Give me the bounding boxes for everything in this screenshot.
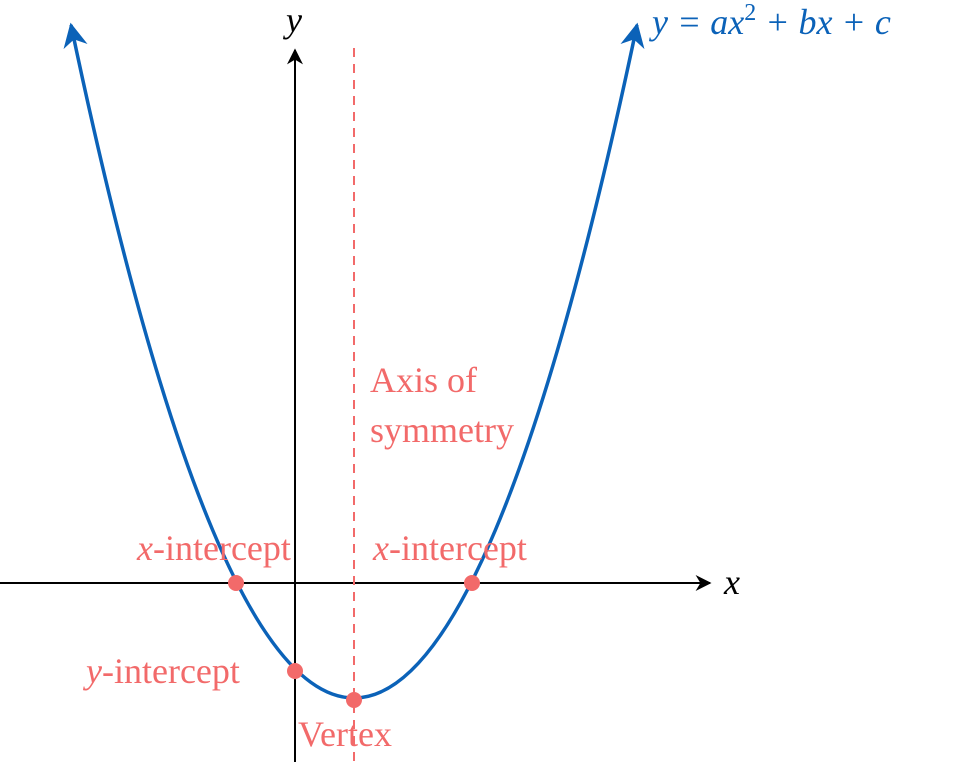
equation: y = ax2 + bx + c bbox=[649, 0, 891, 42]
x-intercept-point bbox=[228, 575, 244, 591]
equation-base: = ax bbox=[677, 2, 744, 42]
equation-lhs: y bbox=[649, 2, 668, 42]
axis-of-symmetry-label: symmetry bbox=[370, 410, 514, 450]
y-intercept-label: y-intercept bbox=[83, 651, 240, 691]
y-intercept-point bbox=[287, 663, 303, 679]
vertex-label: Vertex bbox=[298, 714, 392, 754]
label-text: -intercept bbox=[153, 528, 291, 568]
equation-rest: + bx + c bbox=[765, 2, 891, 42]
x-intercept-label: x-intercept bbox=[372, 528, 527, 568]
y-axis-label: y bbox=[283, 0, 302, 40]
x-intercept-label: x-intercept bbox=[136, 528, 291, 568]
label-var: x bbox=[136, 528, 153, 568]
x-axis-label: x bbox=[723, 562, 740, 602]
label-var: x bbox=[372, 528, 389, 568]
x-intercept-point bbox=[464, 575, 480, 591]
vertex-point bbox=[346, 692, 362, 708]
equation-exponent: 2 bbox=[744, 0, 756, 26]
label-var: y bbox=[83, 651, 102, 691]
label-text: -intercept bbox=[102, 651, 240, 691]
axis-of-symmetry-label: Axis of bbox=[370, 360, 477, 400]
label-text: -intercept bbox=[389, 528, 527, 568]
